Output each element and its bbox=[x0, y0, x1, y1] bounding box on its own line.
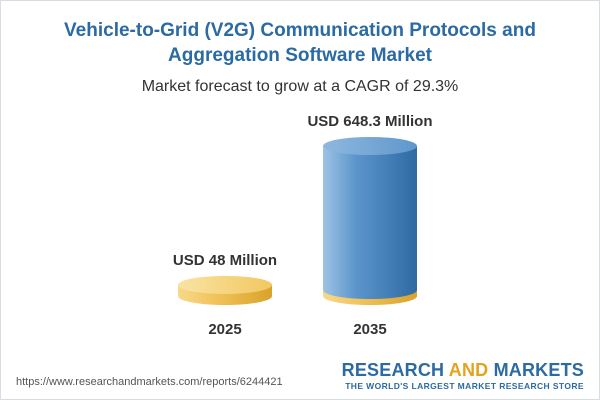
brand-name-part1: RESEARCH bbox=[341, 360, 449, 380]
brand-logo: RESEARCH AND MARKETS THE WORLD'S LARGEST… bbox=[342, 360, 584, 392]
chart-title: Vehicle-to-Grid (V2G) Communication Prot… bbox=[64, 20, 536, 66]
brand-name-part3: MARKETS bbox=[488, 360, 584, 380]
bar-top-2035 bbox=[323, 137, 417, 155]
brand-tagline: THE WORLD'S LARGEST MARKET RESEARCH STOR… bbox=[345, 381, 584, 391]
category-label-2025: 2025 bbox=[208, 321, 241, 338]
brand-name: RESEARCH AND MARKETS bbox=[342, 360, 584, 380]
brand-name-part2: AND bbox=[448, 360, 489, 380]
category-label-2035: 2035 bbox=[353, 321, 386, 338]
data-label-2035: USD 648.3 Million bbox=[307, 113, 432, 130]
bar-2035 bbox=[323, 146, 417, 299]
data-label-2025: USD 48 Million bbox=[173, 252, 277, 269]
bar-top-2025 bbox=[178, 275, 272, 294]
source-url[interactable]: https://www.researchandmarkets.com/repor… bbox=[16, 376, 283, 388]
chart-subtitle: Market forecast to grow at a CAGR of 29.… bbox=[141, 78, 459, 95]
